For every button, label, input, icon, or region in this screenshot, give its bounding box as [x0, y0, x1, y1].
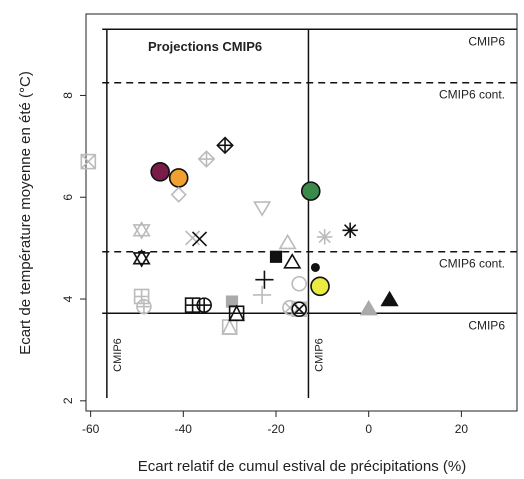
data-point: [185, 230, 201, 246]
reference-line-label: CMIP6: [313, 338, 325, 372]
data-point: [300, 181, 321, 201]
x-tick-label: -40: [175, 422, 193, 436]
data-point: [342, 222, 358, 239]
x-tick-label: 0: [365, 422, 372, 436]
data-point: [225, 295, 239, 308]
data-point: [316, 229, 333, 245]
data-point: [216, 136, 234, 155]
x-tick-label: -60: [82, 422, 100, 436]
data-point: [283, 253, 302, 269]
y-tick-label: 2: [61, 397, 75, 404]
y-axis: 2 4 6 8: [61, 92, 86, 404]
data-point: [310, 276, 330, 297]
data-point: [136, 298, 152, 315]
data-point: [380, 290, 399, 307]
chart-title: Projections CMIP6: [148, 39, 262, 54]
data-point: [291, 301, 307, 318]
x-tick-label: 20: [455, 422, 469, 436]
y-tick-label: 6: [61, 194, 75, 201]
data-point: [132, 249, 151, 268]
plot-frame: [85, 13, 518, 412]
reference-lines: [102, 28, 517, 398]
reference-line-label: CMIP6: [112, 338, 124, 372]
data-point: [291, 275, 307, 292]
reference-line-label: CMIP6 cont.: [439, 257, 505, 271]
data-point: [168, 168, 189, 188]
reference-line-labels: CMIP6 CMIP6 cont. CMIP6 cont. CMIP6 CMIP6 CMI…: [112, 34, 505, 372]
y-axis-label: Ecart de température moyenne en été (°C): [17, 71, 34, 355]
data-point: [221, 318, 238, 335]
data-point: [359, 299, 378, 316]
y-tick-label: 4: [61, 295, 75, 302]
data-point: [228, 304, 245, 322]
data-point: [80, 153, 97, 170]
data-point: [170, 186, 187, 203]
x-axis-label: Ecart relatif de cumul estival de précip…: [138, 458, 466, 475]
data-point: [255, 270, 274, 289]
reference-line-label: CMIP6 cont.: [439, 88, 505, 102]
data-point: [278, 233, 297, 250]
data-point: [133, 288, 150, 305]
y-tick-label: 8: [61, 92, 75, 99]
data-point: [196, 297, 212, 313]
data-point: [197, 150, 216, 168]
data-point: [253, 285, 272, 305]
data-point: [132, 221, 151, 240]
data-points: [80, 136, 399, 335]
data-point: [253, 201, 272, 217]
x-axis: -60 -40 -20 0 20: [82, 411, 468, 436]
reference-line-label: CMIP6: [468, 318, 505, 332]
data-point: [150, 161, 170, 182]
data-point: [191, 231, 208, 247]
data-point: [269, 250, 283, 263]
reference-line-label: CMIP6: [468, 34, 505, 48]
data-point: [310, 262, 320, 272]
x-tick-label: -20: [267, 422, 285, 436]
